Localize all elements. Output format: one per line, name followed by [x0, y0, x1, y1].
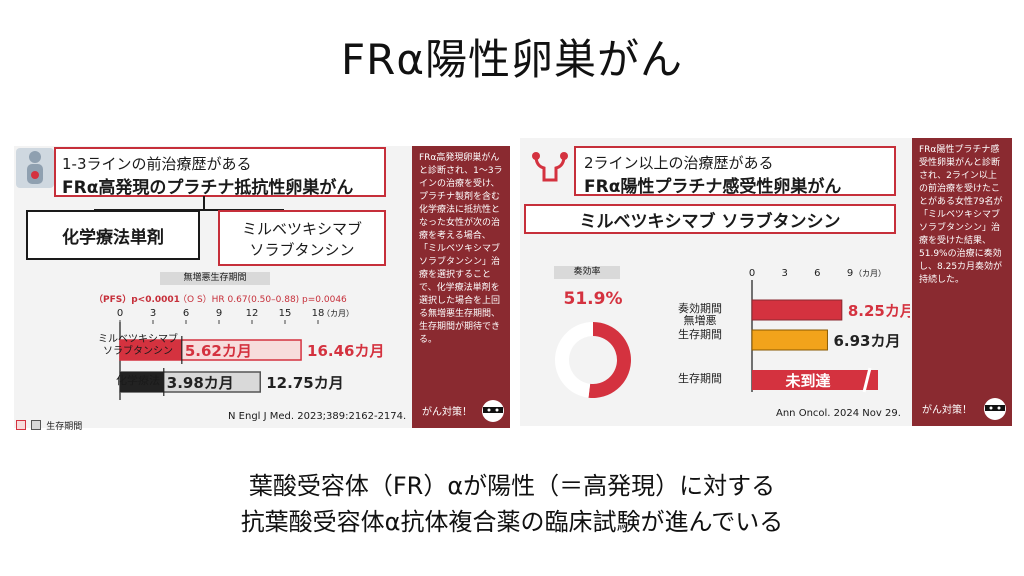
rbar-value-1: 6.93カ月: [833, 332, 900, 350]
left-xtick-1: 3: [150, 308, 156, 319]
mirv-box-line2: ソラブタンシン: [249, 241, 355, 259]
right-unit: （カ月）: [854, 269, 886, 278]
pfs-bar-1: [120, 372, 164, 392]
left-citation: N Engl J Med. 2023;389:2162-2174.: [228, 411, 407, 422]
os-value-1: 12.75カ月: [266, 374, 343, 392]
mirv-box-line1: ミルベツキシマブ: [241, 220, 362, 238]
pfs-label: 無増悪生存期間: [160, 272, 270, 285]
rbar-2: [752, 370, 878, 390]
rbar-value-0: 8.25カ月: [848, 302, 910, 320]
pfs-value-1: 3.98カ月: [167, 374, 234, 392]
left-xtick-2: 6: [183, 308, 189, 319]
left-xtick-6: 18: [312, 308, 325, 319]
left-xtick-0: 0: [117, 308, 123, 319]
right-note-text: FRα陽性プラチナ感受性卵巣がんと診断され、2ライン以上の前治療を受けたことがあ…: [919, 145, 1003, 285]
orr-label: 奏効率: [554, 266, 620, 279]
pfs-bar-0: [120, 340, 182, 360]
right-header-box: 2ライン以上の治療歴がある FRα陽性プラチナ感受性卵巣がん: [574, 146, 896, 197]
pfs-value-0: 5.62カ月: [185, 342, 252, 360]
left-xtick-4: 12: [246, 308, 259, 319]
ninja-mascot-icon-right: [984, 398, 1006, 420]
left-unit: （カ月）: [322, 309, 354, 318]
stats-pfs: （PFS）p<0.0001: [94, 295, 180, 305]
left-xtick-5: 15: [279, 308, 292, 319]
ninja-mascot-icon: [482, 400, 504, 422]
chemo-box: 化学療法単剤: [26, 210, 200, 260]
rbar-cat-1-1: 生存期間: [678, 327, 722, 341]
left-note-footer: がん対策！: [422, 407, 472, 418]
body-figure-icon: [27, 151, 43, 184]
page-title: FRα陽性卵巣がん: [340, 35, 684, 84]
row1-label-line1: ミルベツキシマブ: [98, 334, 178, 345]
orr-slice-responded: [588, 322, 631, 398]
right-xtick-1: 3: [781, 268, 787, 279]
legend-label: 生存期間: [46, 422, 83, 432]
right-xtick-0: 0: [749, 268, 755, 279]
left-note-panel: FRα高発現卵巣がんと診断され、1～3ラインの治療を受け、プラチナ製剤を含む化学…: [412, 146, 510, 428]
right-xtick-2: 6: [814, 268, 820, 279]
rbar-cat-1-0: 無増悪: [684, 313, 717, 327]
right-drug-box: ミルベツキシマブ ソラブタンシン: [524, 204, 896, 234]
mirv-box: ミルベツキシマブ ソラブタンシン: [218, 210, 386, 266]
orr-slice-rest: [555, 322, 593, 398]
left-header-box: 1-3ラインの前治療歴がある FRα高発現のプラチナ抵抗性卵巣がん: [54, 147, 386, 198]
left-illustration: [16, 148, 54, 188]
right-note-footer: がん対策！: [922, 405, 972, 416]
rbar-2-break: [862, 367, 872, 393]
caption-line1: 葉酸受容体（FR）αが陽性（＝高発現）に対する: [248, 472, 776, 500]
os-value-0: 16.46カ月: [307, 342, 384, 360]
row1-label-line2: ソラブタンシン: [103, 346, 173, 357]
left-header-line2: FRα高発現のプラチナ抵抗性卵巣がん: [62, 178, 354, 198]
orr-value: 51.9%: [564, 289, 623, 309]
caption-line2: 抗葉酸受容体α抗体複合薬の臨床試験が進んでいる: [240, 508, 784, 536]
left-legend: 生存期間: [16, 414, 82, 433]
orr-donut-chart: 51.9%: [555, 289, 631, 398]
row2-label: 化学療法: [116, 374, 160, 387]
rbar-cat-2-0: 生存期間: [678, 371, 722, 385]
rbar-1: [751, 329, 828, 351]
stats-os: （O S）HR 0.67(0.50–0.88) p=0.0046: [178, 295, 347, 305]
uterus-icon: [532, 152, 568, 182]
right-header-line1: 2ライン以上の治療歴がある: [584, 154, 774, 172]
rbar-0: [751, 299, 843, 321]
legend-swatch-gray: [31, 419, 42, 430]
row1-label: ミルベツキシマブ ソラブタンシン: [96, 334, 180, 358]
left-xtick-3: 9: [216, 308, 222, 319]
rbar-cat-0-0: 奏効期間: [678, 301, 722, 315]
legend-swatch-red: [16, 419, 26, 430]
right-header-line2: FRα陽性プラチナ感受性卵巣がん: [584, 177, 842, 197]
left-header-line1: 1-3ラインの前治療歴がある: [62, 155, 252, 173]
right-note-panel: FRα陽性プラチナ感受性卵巣がんと診断され、2ライン以上の前治療を受けたことがあ…: [912, 138, 1012, 426]
right-xtick-3: 9: [847, 268, 853, 279]
left-bar-chart: 0 3 6 9 12 15 18（カ月） 5.62カ月 16.46カ月 3.98カ月 12.75カ月: [117, 308, 385, 400]
left-note-text: FRα高発現卵巣がんと診断され、1～3ラインの治療を受け、プラチナ製剤を含む化学…: [419, 153, 503, 345]
right-citation: Ann Oncol. 2024 Nov 29.: [776, 408, 901, 419]
rbar-value-2: 未到達: [784, 372, 830, 390]
